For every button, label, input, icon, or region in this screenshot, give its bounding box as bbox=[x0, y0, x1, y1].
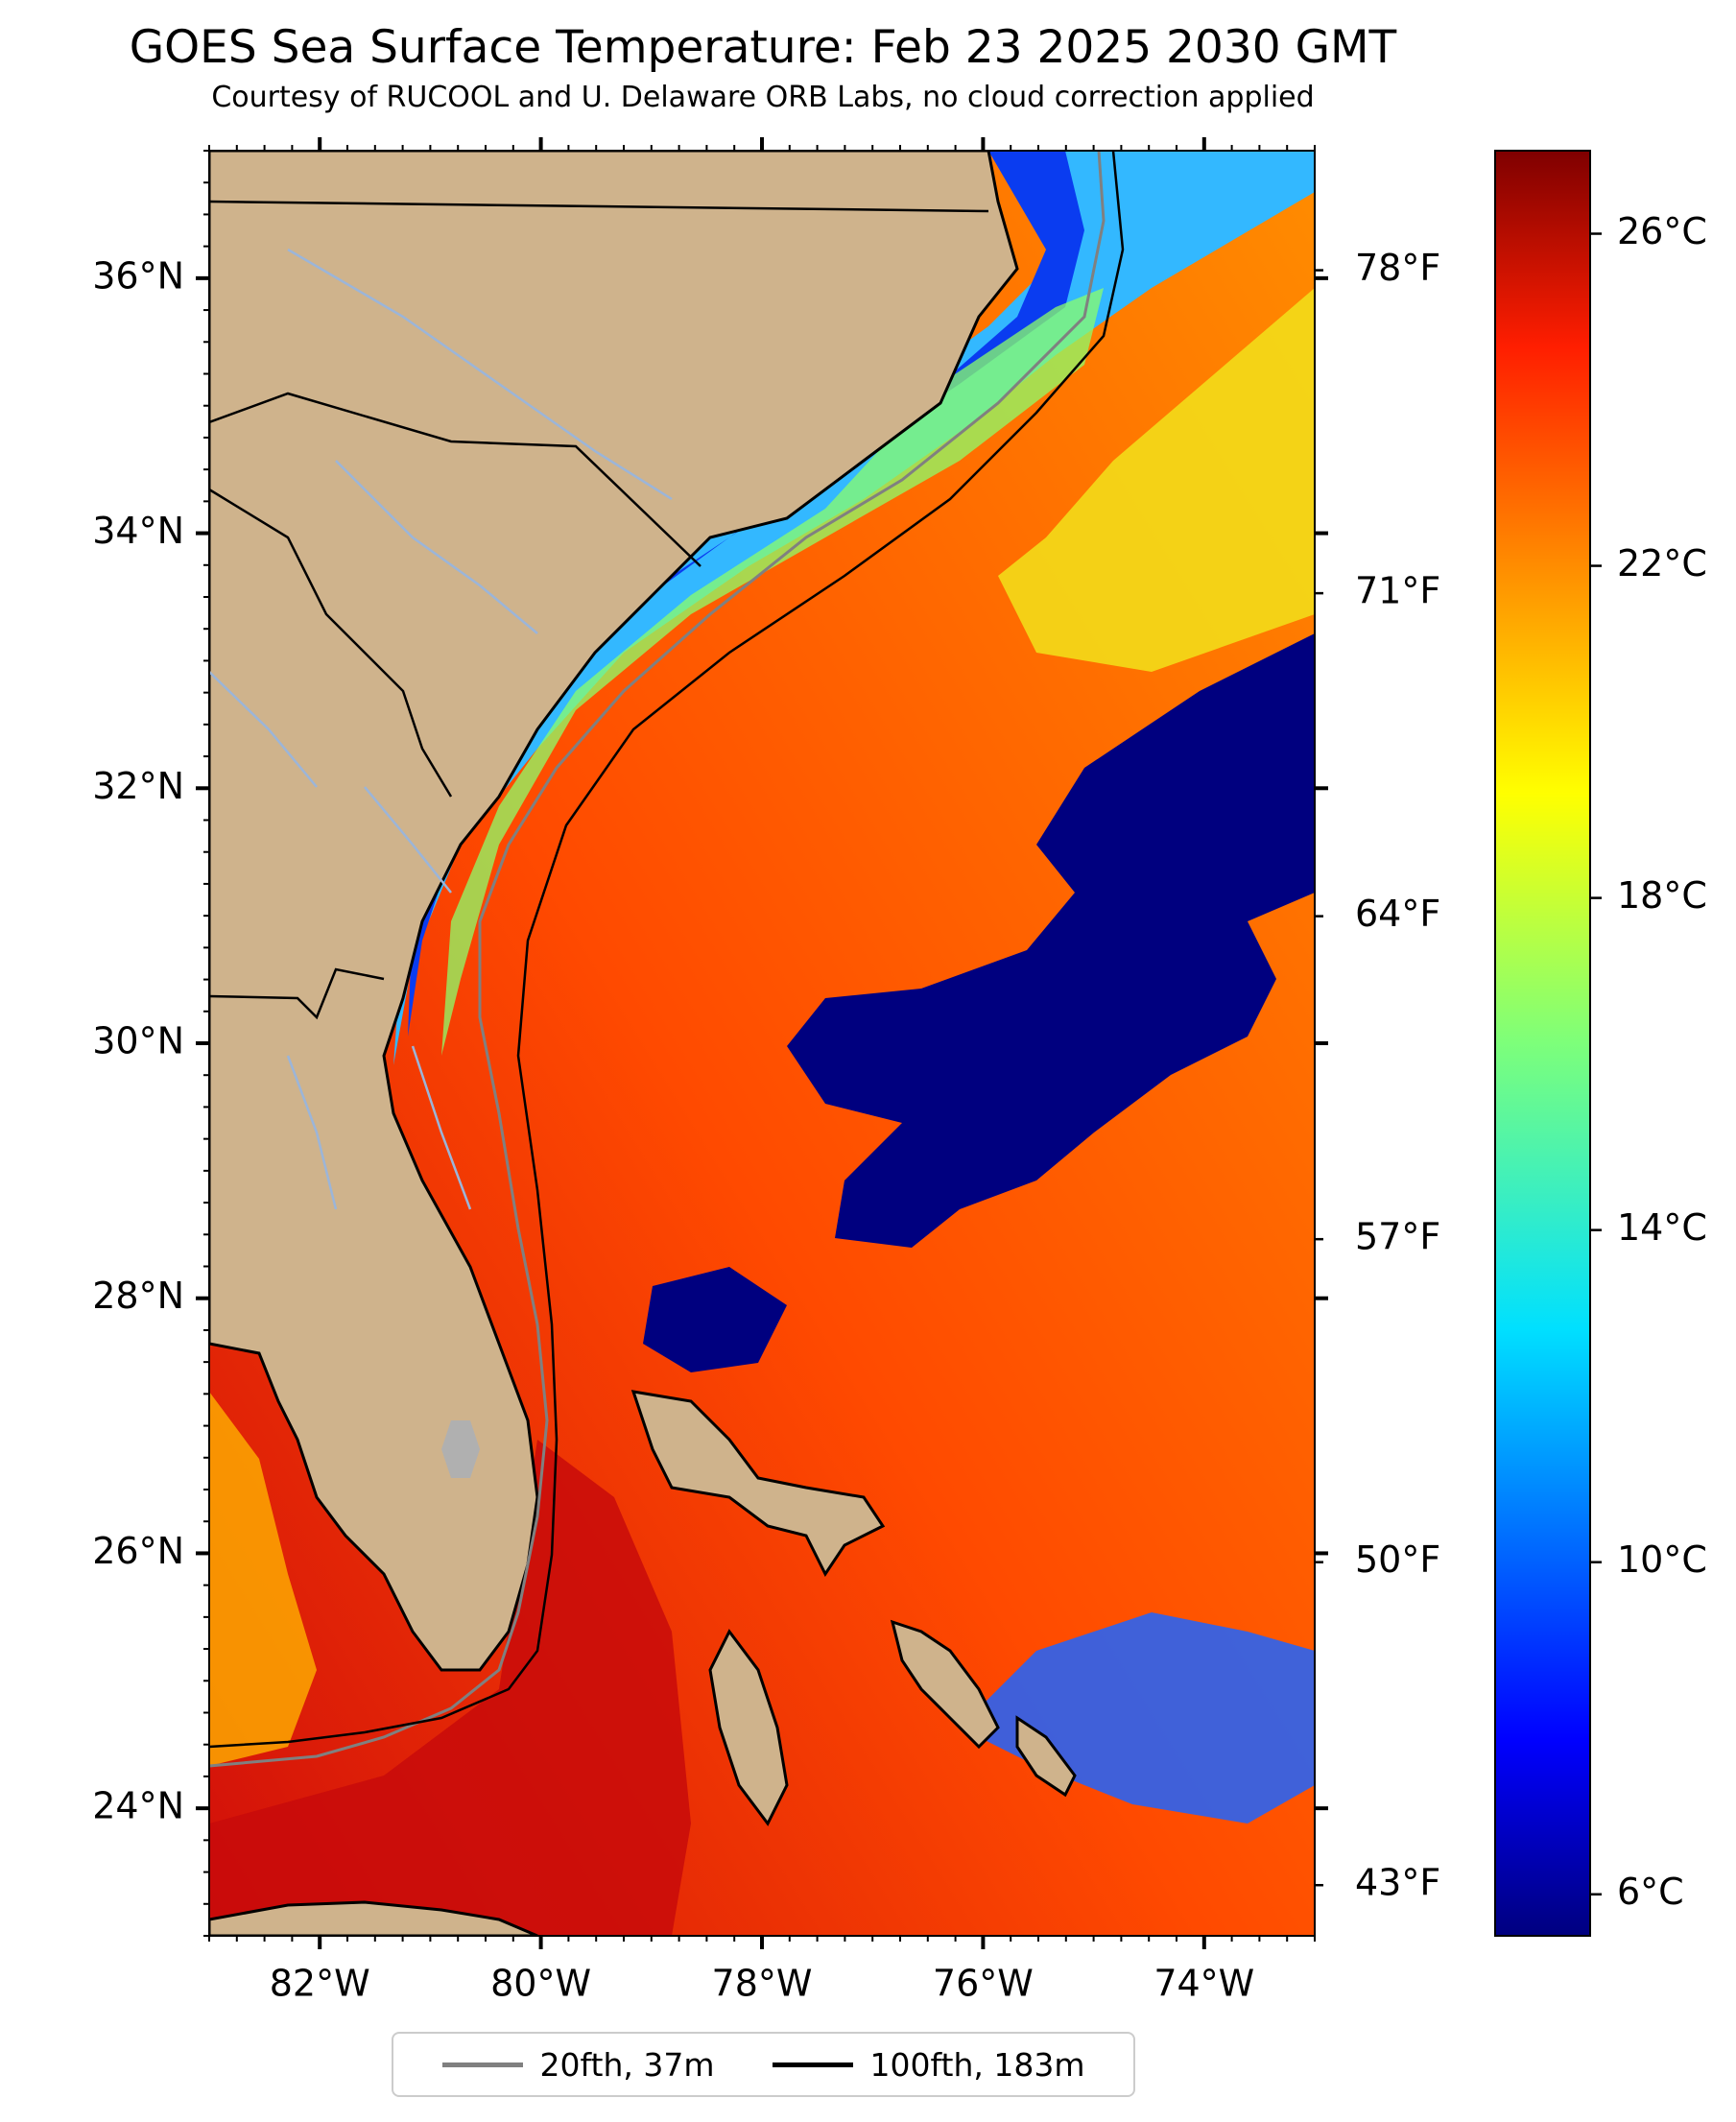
map-title: GOES Sea Surface Temperature: Feb 23 202… bbox=[129, 21, 1397, 74]
sst-region-gulf bbox=[209, 1392, 317, 1766]
longitude-ticks-bottom: 82°W 80°W 78°W 76°W 74°W bbox=[208, 1936, 1316, 2005]
state-border-va-nc bbox=[209, 200, 989, 213]
bahamas-abaco bbox=[630, 1390, 886, 1577]
fahrenheit-tick-label: 43°F bbox=[1355, 1862, 1440, 1904]
colorbar-tick-label: 6°C bbox=[1617, 1871, 1684, 1913]
lake-okeechobee bbox=[441, 1420, 480, 1478]
colorbar-tick-label: 26°C bbox=[1617, 210, 1707, 252]
isobath-100fth bbox=[209, 151, 1125, 1749]
sst-region-yellow-ne bbox=[998, 288, 1315, 672]
longitude-ticks-top bbox=[208, 137, 1316, 151]
colorbar bbox=[1494, 150, 1591, 1937]
fahrenheit-tick-label: 50°F bbox=[1355, 1538, 1440, 1581]
bahamas-andros bbox=[708, 1629, 789, 1826]
fahrenheit-tick-label: 57°F bbox=[1355, 1216, 1440, 1258]
lon-tick-label: 74°W bbox=[1153, 1963, 1254, 2005]
colorbar-tick-label: 14°C bbox=[1617, 1206, 1707, 1249]
bahamas-long-island bbox=[1015, 1715, 1077, 1798]
state-border-sc-ga bbox=[209, 488, 453, 798]
lat-tick-label: 26°N bbox=[92, 1530, 184, 1572]
lon-tick-label: 80°W bbox=[490, 1963, 591, 2005]
fahrenheit-tick-label: 78°F bbox=[1355, 247, 1440, 289]
legend-swatch-100fth bbox=[772, 2062, 853, 2067]
sst-region-cold-eddy-south bbox=[643, 1267, 787, 1372]
fahrenheit-tick-label: 71°F bbox=[1355, 570, 1440, 612]
isobath-legend: 20fth, 37m 100fth, 183m bbox=[392, 2032, 1135, 2097]
sst-region-warm-core bbox=[209, 1440, 691, 1936]
colorbar-tick-label: 18°C bbox=[1617, 874, 1707, 917]
colorbar-tick-label: 22°C bbox=[1617, 542, 1707, 584]
us-mainland bbox=[209, 151, 1019, 1672]
bahamas-eleuthera bbox=[890, 1619, 1000, 1750]
map-area bbox=[209, 151, 1315, 1936]
lat-tick-label: 34°N bbox=[92, 510, 184, 552]
lat-tick-label: 32°N bbox=[92, 765, 184, 807]
lat-tick-label: 24°N bbox=[92, 1785, 184, 1827]
legend-swatch-20fth bbox=[441, 2062, 523, 2067]
lat-tick-label: 28°N bbox=[92, 1275, 184, 1317]
legend-entry-100fth: 100fth, 183m bbox=[772, 2045, 1085, 2084]
lon-tick-label: 76°W bbox=[933, 1963, 1034, 2005]
latitude-ticks-right bbox=[1315, 275, 1328, 1811]
lat-tick-label: 30°N bbox=[92, 1020, 184, 1062]
fahrenheit-axis: 43°F 50°F 57°F 64°F 71°F 78°F bbox=[1315, 247, 1440, 1904]
latitude-ticks-left: 24°N 26°N 28°N 30°N 32°N 34°N 36°N bbox=[92, 150, 209, 1937]
fahrenheit-tick-label: 64°F bbox=[1355, 893, 1440, 935]
cuba-coast bbox=[209, 1900, 538, 1936]
legend-label-100fth: 100fth, 183m bbox=[869, 2045, 1085, 2084]
colorbar-tick-label: 10°C bbox=[1617, 1538, 1707, 1581]
map-subtitle: Courtesy of RUCOOL and U. Delaware ORB L… bbox=[211, 81, 1315, 114]
sst-region-cold-eddy bbox=[787, 633, 1315, 1248]
state-border-nc-sc bbox=[209, 392, 702, 567]
isobath-20fth bbox=[209, 151, 1106, 1768]
lat-tick-label: 36°N bbox=[92, 254, 184, 297]
lon-tick-label: 82°W bbox=[270, 1963, 370, 2005]
legend-entry-20fth: 20fth, 37m bbox=[441, 2045, 715, 2084]
lon-tick-label: 78°W bbox=[712, 1963, 813, 2005]
state-border-ga-fl bbox=[209, 967, 385, 1020]
rivers bbox=[209, 248, 673, 1210]
legend-label-20fth: 20fth, 37m bbox=[539, 2045, 715, 2084]
colorbar-ticks: 6°C 10°C 14°C 18°C 22°C 26°C bbox=[1590, 210, 1707, 1913]
